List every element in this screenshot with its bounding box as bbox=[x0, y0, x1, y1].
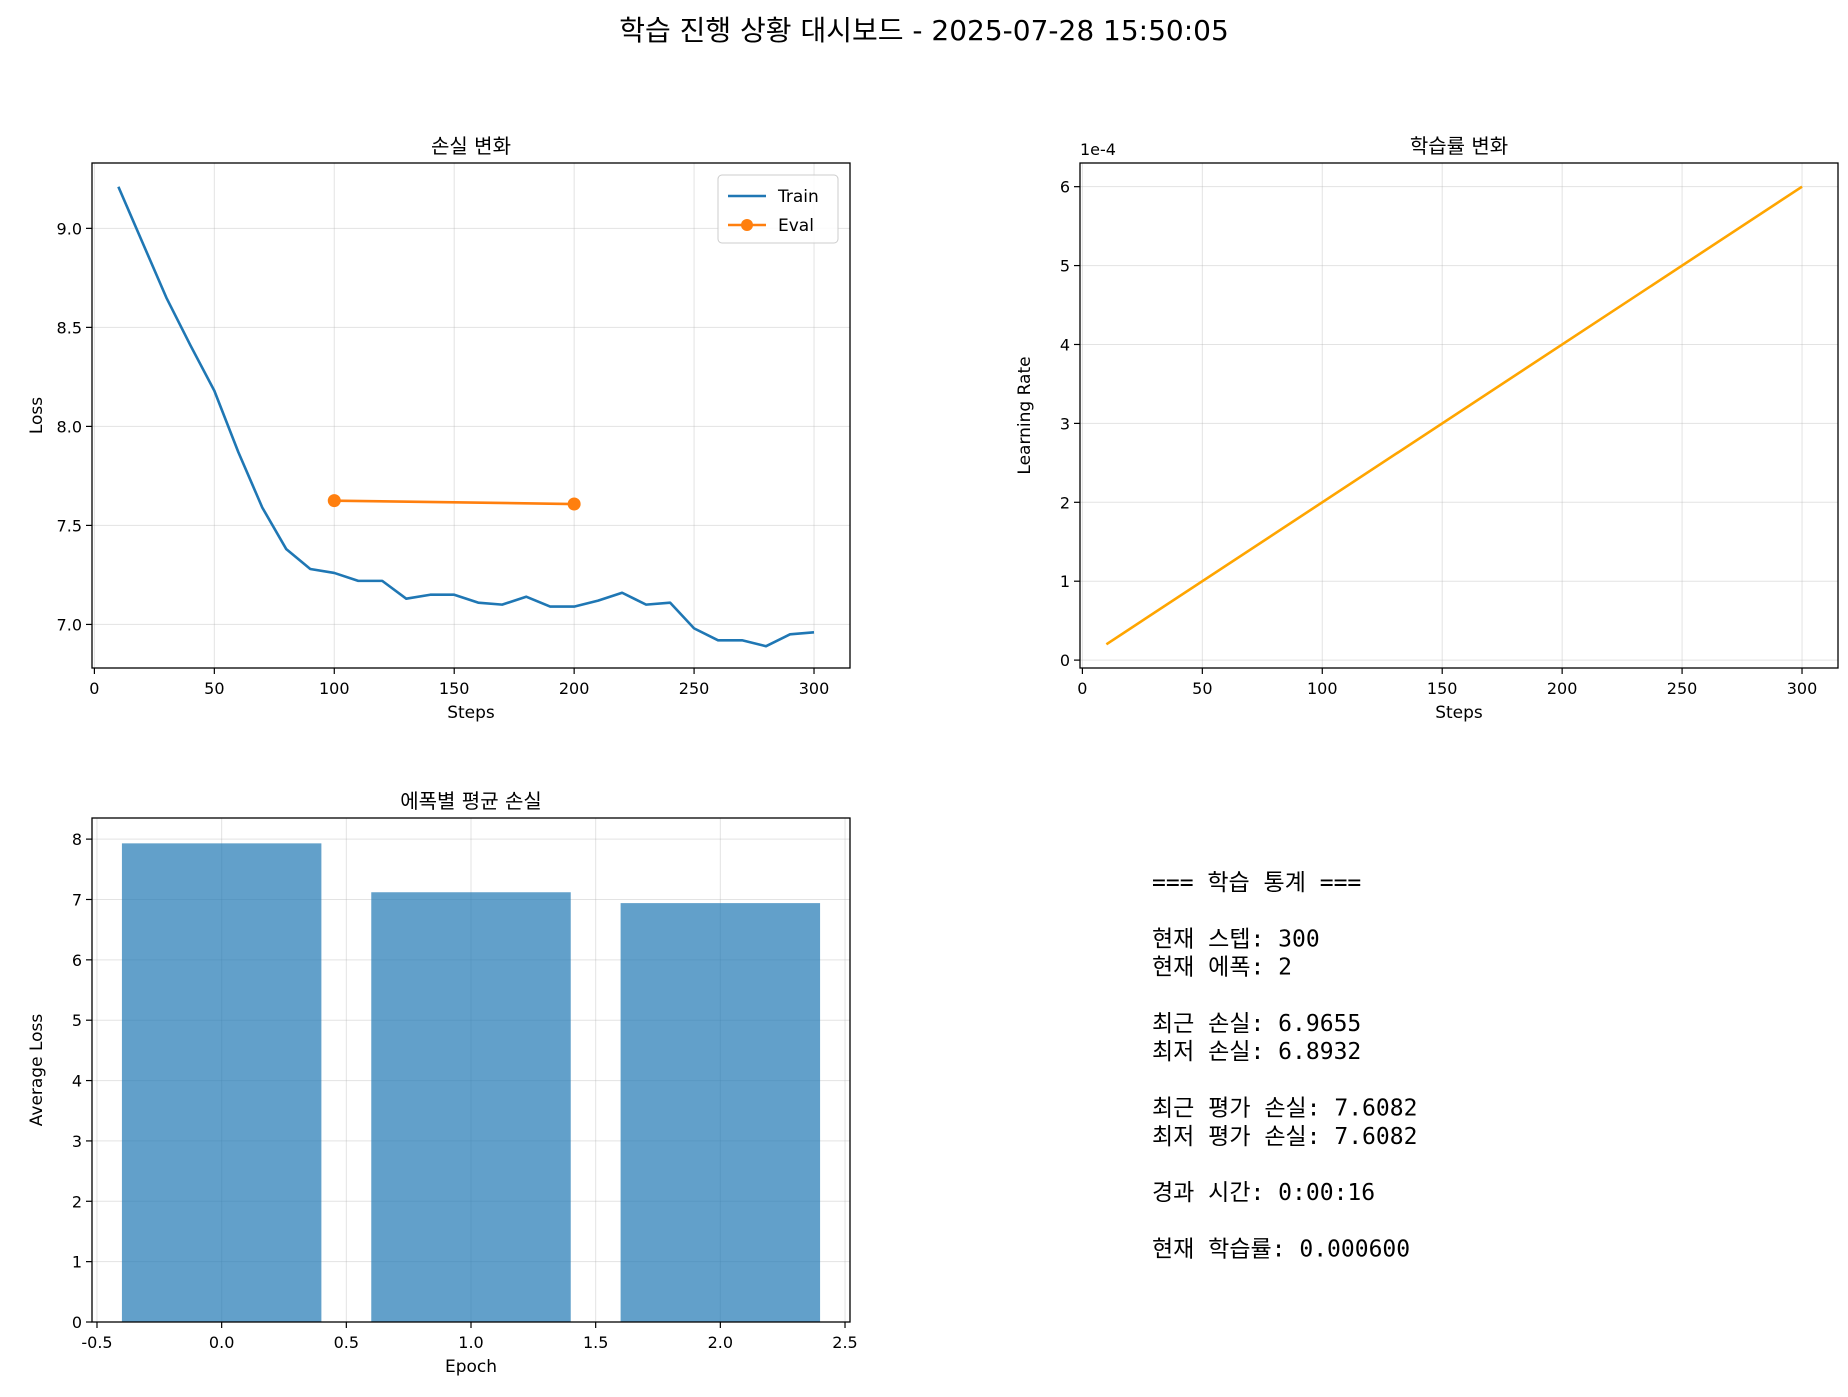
y-tick-label: 3 bbox=[72, 1132, 82, 1151]
y-tick-label: 1 bbox=[72, 1253, 82, 1272]
y-tick-label: 8.5 bbox=[57, 318, 82, 337]
x-tick-label: 150 bbox=[439, 679, 470, 698]
y-tick-label: 6 bbox=[1060, 178, 1070, 197]
x-tick-label: 2.5 bbox=[832, 1333, 857, 1352]
y-tick-label: 7.5 bbox=[57, 516, 82, 535]
axes-frame bbox=[1079, 162, 1839, 669]
y-tick-label: 2 bbox=[72, 1192, 82, 1211]
y-tick-label: 4 bbox=[1060, 335, 1070, 354]
y-tick-label: 5 bbox=[1060, 257, 1070, 276]
loss-chart: 0 50 100 150 200 250 300 7.0 7.5 8.0 8.5 9.0 손실 변화 St… bbox=[27, 134, 851, 723]
figure-suptitle: 학습 진행 상황 대시보드 - 2025-07-28 15:50:05 bbox=[619, 14, 1229, 47]
y-axis-label: Loss bbox=[27, 397, 47, 434]
stats-line: === 학습 통계 === bbox=[1152, 870, 1361, 896]
eval-loss-point bbox=[567, 497, 581, 511]
epoch-loss-chart: -0.5 0.0 0.5 1.0 1.5 2.0 2.5 0 1 2 3 4 5 6 7 8 에폭별 평균 손실… bbox=[27, 789, 858, 1377]
chart-title: 손실 변화 bbox=[431, 134, 511, 158]
stats-line: 최저 손실: 6.8932 bbox=[1152, 1039, 1361, 1065]
stats-panel: === 학습 통계 === 현재 스텝: 300 현재 에폭: 2 최근 손실: 6.… bbox=[1152, 870, 1417, 1263]
x-tick-label: 250 bbox=[679, 679, 710, 698]
legend-eval-label: Eval bbox=[778, 216, 814, 236]
y-tick-label: 7 bbox=[72, 890, 82, 909]
x-tick-label: 0 bbox=[89, 679, 99, 698]
stats-line: 경과 시간: 0:00:16 bbox=[1152, 1180, 1375, 1206]
x-tick-label: 2.0 bbox=[708, 1333, 733, 1352]
y-tick-label: 2 bbox=[1060, 493, 1070, 512]
y-tick-label: 0 bbox=[72, 1313, 82, 1332]
y-tick-label: 8.0 bbox=[57, 417, 82, 436]
x-tick-label: 50 bbox=[1192, 679, 1212, 698]
y-tick-label: 0 bbox=[1060, 651, 1070, 670]
y-tick-label: 8 bbox=[72, 830, 82, 849]
train-loss-line bbox=[117, 186, 815, 648]
x-tick-label: 0.0 bbox=[209, 1333, 234, 1352]
legend-eval-marker bbox=[741, 219, 753, 231]
y-tick-label: 1 bbox=[1060, 572, 1070, 591]
stats-line: 최저 평가 손실: 7.6082 bbox=[1152, 1124, 1417, 1150]
y-tick-label: 9.0 bbox=[57, 219, 82, 238]
stats-line: 현재 스텝: 300 bbox=[1152, 926, 1320, 952]
axes-frame bbox=[91, 162, 851, 669]
x-axis-label: Steps bbox=[447, 703, 495, 723]
x-tick-label: 0.5 bbox=[334, 1333, 359, 1352]
y-tick-label: 5 bbox=[72, 1011, 82, 1030]
x-tick-label: 150 bbox=[1427, 679, 1458, 698]
learning-rate-line bbox=[1105, 185, 1803, 646]
y-axis-label: Average Loss bbox=[27, 1014, 47, 1127]
learning-rate-chart: 0 50 100 150 200 250 300 0 1 2 3 4 5 6 학습률 변화 Steps Lear… bbox=[1015, 134, 1839, 723]
stats-line: 현재 에폭: 2 bbox=[1152, 955, 1292, 981]
x-axis-label: Epoch bbox=[445, 1357, 497, 1377]
epoch-bar bbox=[620, 903, 821, 1322]
x-tick-label: -0.5 bbox=[81, 1333, 112, 1352]
x-tick-label: 0 bbox=[1077, 679, 1087, 698]
x-tick-label: 1.5 bbox=[583, 1333, 608, 1352]
x-tick-label: 100 bbox=[319, 679, 350, 698]
stats-line: 최근 손실: 6.9655 bbox=[1152, 1011, 1361, 1037]
y-tick-label: 4 bbox=[72, 1072, 82, 1091]
y-tick-label: 3 bbox=[1060, 414, 1070, 433]
x-tick-label: 200 bbox=[1547, 679, 1578, 698]
y-tick-label: 7.0 bbox=[57, 615, 82, 634]
x-tick-label: 50 bbox=[204, 679, 224, 698]
x-tick-label: 300 bbox=[799, 679, 830, 698]
y-axis-label: Learning Rate bbox=[1015, 356, 1035, 474]
chart-title: 학습률 변화 bbox=[1410, 134, 1508, 158]
epoch-bar bbox=[371, 892, 571, 1322]
eval-loss-line bbox=[334, 499, 575, 506]
stats-line: 현재 학습률: 0.000600 bbox=[1152, 1237, 1410, 1263]
x-tick-label: 300 bbox=[1787, 679, 1818, 698]
y-scale-offset-label: 1e-4 bbox=[1080, 140, 1116, 159]
x-tick-label: 250 bbox=[1667, 679, 1698, 698]
x-tick-label: 1.0 bbox=[458, 1333, 483, 1352]
epoch-bar bbox=[121, 843, 322, 1322]
legend-train-label: Train bbox=[777, 187, 819, 207]
stats-line: 최근 평가 손실: 7.6082 bbox=[1152, 1096, 1417, 1122]
x-tick-label: 200 bbox=[559, 679, 590, 698]
y-tick-label: 6 bbox=[72, 951, 82, 970]
x-tick-label: 100 bbox=[1307, 679, 1338, 698]
x-axis-label: Steps bbox=[1435, 703, 1483, 723]
eval-loss-point bbox=[327, 494, 341, 508]
chart-title: 에폭별 평균 손실 bbox=[400, 789, 542, 813]
